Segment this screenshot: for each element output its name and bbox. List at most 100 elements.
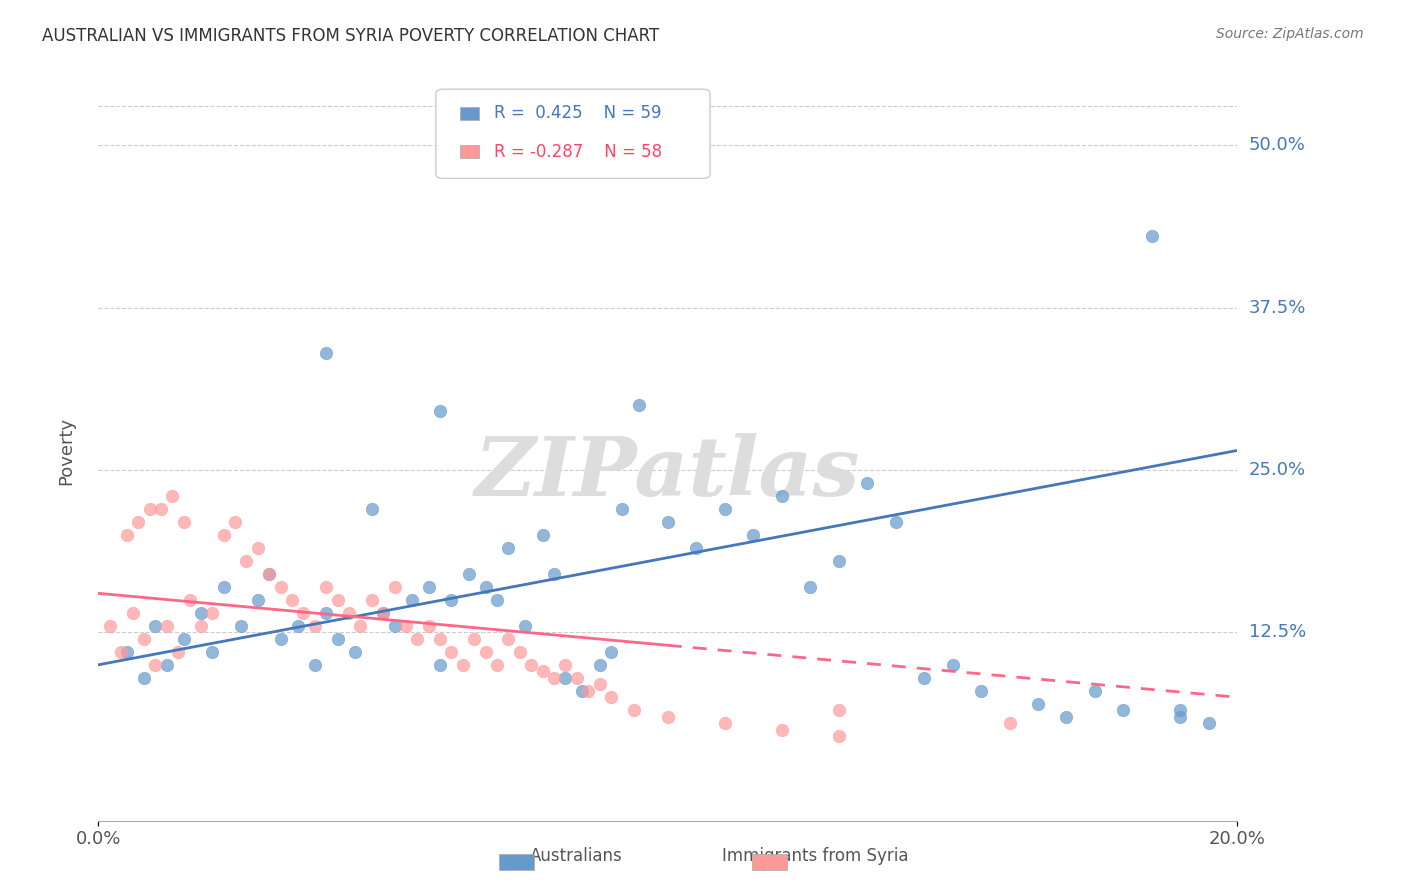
Point bbox=[828, 729, 851, 743]
Point bbox=[565, 671, 588, 685]
Point bbox=[292, 606, 315, 620]
Point bbox=[145, 657, 167, 672]
Point bbox=[486, 657, 509, 672]
Point bbox=[1170, 710, 1192, 724]
Point bbox=[600, 690, 623, 705]
Text: 50.0%: 50.0% bbox=[1249, 136, 1306, 154]
Point bbox=[1170, 703, 1192, 717]
Point bbox=[138, 502, 160, 516]
Point bbox=[770, 489, 793, 503]
Point bbox=[628, 398, 651, 412]
Point bbox=[343, 645, 366, 659]
Point bbox=[463, 632, 485, 646]
Point bbox=[326, 592, 349, 607]
Point bbox=[127, 515, 149, 529]
Point bbox=[418, 619, 440, 633]
Text: ZIPatlas: ZIPatlas bbox=[475, 433, 860, 513]
Point bbox=[384, 580, 406, 594]
Point bbox=[657, 515, 679, 529]
Point bbox=[373, 606, 395, 620]
Point bbox=[571, 683, 593, 698]
Point bbox=[337, 606, 360, 620]
Point bbox=[498, 541, 520, 555]
Point bbox=[474, 580, 496, 594]
Point bbox=[543, 566, 565, 581]
Point bbox=[543, 671, 565, 685]
Point bbox=[315, 346, 337, 360]
Point bbox=[856, 475, 879, 490]
Point bbox=[714, 502, 737, 516]
Point bbox=[509, 645, 531, 659]
Point bbox=[657, 710, 679, 724]
Text: 12.5%: 12.5% bbox=[1249, 624, 1306, 641]
Point bbox=[429, 404, 451, 418]
Point bbox=[304, 657, 326, 672]
Point bbox=[406, 632, 429, 646]
Point bbox=[440, 645, 463, 659]
Point bbox=[190, 606, 212, 620]
Point bbox=[588, 677, 610, 691]
Point bbox=[1056, 710, 1078, 724]
Point bbox=[270, 580, 292, 594]
Point bbox=[224, 515, 246, 529]
Point bbox=[384, 619, 406, 633]
Point bbox=[201, 606, 224, 620]
Point bbox=[246, 541, 269, 555]
Point bbox=[360, 592, 382, 607]
Point bbox=[912, 671, 935, 685]
Point bbox=[742, 528, 765, 542]
Point bbox=[770, 723, 793, 737]
Point bbox=[623, 703, 645, 717]
Point bbox=[173, 632, 195, 646]
Point bbox=[115, 528, 138, 542]
Text: Australians: Australians bbox=[530, 847, 623, 865]
Point bbox=[212, 580, 235, 594]
Point bbox=[828, 703, 851, 717]
Point bbox=[201, 645, 224, 659]
Point bbox=[600, 645, 623, 659]
Point bbox=[395, 619, 418, 633]
Text: Source: ZipAtlas.com: Source: ZipAtlas.com bbox=[1216, 27, 1364, 41]
Point bbox=[418, 580, 440, 594]
Text: 25.0%: 25.0% bbox=[1249, 461, 1306, 479]
Point bbox=[474, 645, 496, 659]
Point bbox=[554, 671, 576, 685]
Point bbox=[457, 566, 479, 581]
Text: R = -0.287    N = 58: R = -0.287 N = 58 bbox=[494, 143, 662, 161]
Point bbox=[281, 592, 304, 607]
Point bbox=[440, 592, 463, 607]
Point bbox=[799, 580, 821, 594]
Point bbox=[156, 657, 179, 672]
Point bbox=[156, 619, 179, 633]
Text: 37.5%: 37.5% bbox=[1249, 299, 1306, 317]
Point bbox=[349, 619, 371, 633]
Text: Immigrants from Syria: Immigrants from Syria bbox=[723, 847, 908, 865]
Point bbox=[1084, 683, 1107, 698]
Point bbox=[998, 716, 1021, 731]
Point bbox=[486, 592, 509, 607]
Point bbox=[132, 671, 155, 685]
Point bbox=[1112, 703, 1135, 717]
Point bbox=[259, 566, 281, 581]
Point bbox=[828, 554, 851, 568]
Point bbox=[1140, 229, 1163, 244]
Point bbox=[315, 606, 337, 620]
Point bbox=[98, 619, 121, 633]
Point bbox=[115, 645, 138, 659]
Point bbox=[360, 502, 382, 516]
Point bbox=[150, 502, 173, 516]
Point bbox=[429, 657, 451, 672]
Point bbox=[179, 592, 201, 607]
Point bbox=[162, 489, 184, 503]
Point bbox=[373, 606, 395, 620]
Point bbox=[685, 541, 707, 555]
Point bbox=[714, 716, 737, 731]
Point bbox=[235, 554, 257, 568]
Point bbox=[942, 657, 965, 672]
Point bbox=[173, 515, 195, 529]
Point bbox=[287, 619, 309, 633]
Point bbox=[576, 683, 599, 698]
Point bbox=[132, 632, 155, 646]
Point bbox=[451, 657, 474, 672]
Point bbox=[304, 619, 326, 633]
